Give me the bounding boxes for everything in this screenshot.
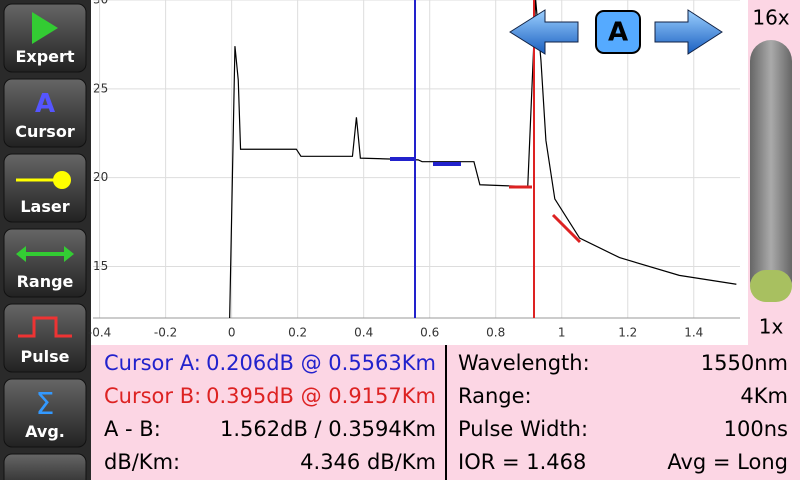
laser-icon — [16, 171, 71, 189]
info-value: 4.346 dB/Km — [300, 450, 436, 474]
zoom-min: 1x — [759, 315, 784, 339]
info-label: Cursor B: — [104, 384, 201, 408]
cursor-icon: A — [35, 89, 55, 119]
x-tick-label: 1.4 — [684, 326, 703, 340]
sidebar-button-label: Avg. — [25, 422, 65, 441]
y-tick-label: 25 — [93, 81, 108, 95]
sidebar-button-label: Expert — [15, 47, 74, 66]
sidebar-button[interactable] — [3, 453, 87, 480]
expert-icon — [32, 12, 58, 44]
zoom-slider[interactable] — [750, 40, 792, 302]
cursor-select-button[interactable] — [595, 10, 641, 54]
pulse-icon — [18, 316, 72, 338]
info-label: dB/Km: — [104, 450, 180, 474]
info-label: IOR = 1.468 — [458, 450, 586, 474]
sidebar-button[interactable] — [3, 228, 87, 298]
info-value: 1.562dB / 0.3594Km — [220, 417, 436, 441]
x-tick-label: 0.6 — [420, 326, 439, 340]
x-tick-label: -0.4 — [88, 326, 111, 340]
right-arrow[interactable] — [654, 9, 723, 55]
info-label: A - B: — [104, 417, 161, 441]
x-tick-label: 0.4 — [354, 326, 373, 340]
left-arrow[interactable] — [509, 9, 579, 55]
x-tick-label: 1 — [558, 326, 566, 340]
info-value: 0.395dB @ 0.9157Km — [206, 384, 436, 408]
avg-icon: Σ — [36, 387, 55, 422]
y-tick-label: 30 — [93, 0, 108, 7]
info-value: 100ns — [724, 417, 788, 441]
y-tick-label: 15 — [93, 259, 108, 273]
x-tick-label: 1.2 — [618, 326, 637, 340]
info-label: Wavelength: — [458, 351, 590, 375]
info-value: Avg = Long — [667, 450, 788, 474]
info-label: Range: — [458, 384, 532, 408]
sidebar-button-label: Pulse — [21, 347, 70, 366]
sidebar-button[interactable] — [3, 303, 87, 373]
info-value: 4Km — [740, 384, 788, 408]
x-tick-label: 0.8 — [486, 326, 505, 340]
sidebar-button-label: Range — [17, 272, 74, 291]
cursor-b-marker — [551, 213, 582, 244]
sidebar-button[interactable] — [3, 3, 87, 73]
range-icon — [16, 246, 74, 262]
sidebar-button[interactable] — [3, 78, 87, 148]
y-tick-label: 20 — [93, 170, 108, 184]
x-tick-label: -0.2 — [154, 326, 177, 340]
info-label: Cursor A: — [104, 351, 201, 375]
sidebar-button[interactable] — [3, 153, 87, 223]
cursor-select-label: A — [608, 18, 628, 48]
zoom-handle[interactable] — [750, 270, 792, 302]
x-tick-label: 0.2 — [288, 326, 307, 340]
chart-area — [91, 0, 748, 345]
x-tick-label: 0 — [228, 326, 236, 340]
zoom-max: 16x — [752, 6, 789, 30]
trace — [229, 0, 737, 319]
info-label: Pulse Width: — [458, 417, 588, 441]
info-value: 1550nm — [701, 351, 788, 375]
sidebar-button-label: Cursor — [15, 122, 75, 141]
sidebar-button[interactable] — [3, 378, 87, 448]
info-value: 0.206dB @ 0.5563Km — [206, 351, 436, 375]
sidebar-button-label: Laser — [20, 197, 69, 216]
